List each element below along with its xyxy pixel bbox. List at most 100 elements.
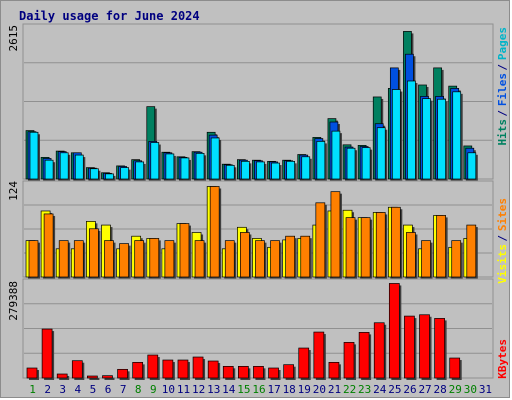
- day-label: 1: [29, 383, 36, 396]
- kbytes-bar: [449, 357, 461, 379]
- kbytes-bar: [313, 331, 325, 379]
- sites-visits-legend-item: /: [496, 235, 509, 242]
- kbytes-bar: [222, 365, 234, 379]
- pages-bar: [331, 130, 341, 180]
- sites-bar: [451, 240, 462, 278]
- kbytes-bar: [41, 328, 53, 379]
- kbytes-legend-item: KBytes: [496, 339, 509, 379]
- kbytes-bar: [373, 322, 385, 379]
- day-label: 22: [343, 383, 356, 396]
- pages-bar: [105, 173, 114, 180]
- pages-bar: [165, 153, 175, 180]
- sites-bar: [270, 240, 280, 278]
- kbytes-bar-shadow: [104, 377, 115, 380]
- pages-bar: [467, 152, 477, 180]
- day-label: 13: [207, 383, 220, 396]
- kbytes-bar-shadow: [89, 378, 100, 380]
- day-label: 12: [192, 383, 205, 396]
- kbytes-bar: [238, 365, 249, 379]
- sites-bar: [240, 232, 250, 278]
- kbytes-bar: [102, 375, 113, 379]
- sites-bar: [360, 217, 371, 278]
- pages-bar: [180, 157, 190, 180]
- sites-bar: [345, 217, 356, 278]
- hits-files-pages-legend-item: Hits: [496, 119, 509, 146]
- sites-bar: [224, 240, 235, 278]
- kbytes-bar: [268, 367, 279, 379]
- day-label: 25: [388, 383, 401, 396]
- kbytes-bar: [419, 314, 430, 379]
- sites-bar: [89, 228, 99, 278]
- pages-bar: [120, 167, 129, 180]
- kbytes-bar: [192, 356, 204, 379]
- day-label: 14: [222, 383, 236, 396]
- kbytes-bar: [147, 354, 159, 379]
- day-label: 10: [162, 383, 175, 396]
- sites-bar: [164, 240, 175, 278]
- pages-bar: [437, 98, 446, 180]
- day-label: 23: [358, 383, 371, 396]
- kbytes-ymax-label: 279388: [7, 281, 20, 321]
- pages-bar: [225, 164, 235, 180]
- sites-bar: [315, 202, 326, 278]
- sites-bar: [330, 191, 341, 278]
- pages-bar: [29, 131, 39, 180]
- sites-bar: [421, 240, 431, 278]
- kbytes-bar: [117, 368, 128, 379]
- visits-ymax-label: 124: [7, 181, 20, 201]
- sites-bar: [104, 240, 114, 278]
- kbytes-bar: [328, 362, 340, 379]
- day-label: 7: [120, 383, 127, 396]
- day-label: 30: [464, 383, 477, 396]
- day-label: 15: [237, 383, 250, 396]
- sites-visits-legend-item: Sites: [496, 198, 509, 231]
- chart-title: Daily usage for June 2024: [19, 9, 200, 23]
- pages-bar: [90, 168, 99, 180]
- sites-bar: [179, 223, 190, 278]
- day-label: 21: [328, 383, 341, 396]
- kbytes-bar: [343, 342, 355, 379]
- day-label: 6: [105, 383, 112, 396]
- hits-files-pages-legend-item: Pages: [496, 27, 509, 60]
- day-label: 24: [373, 383, 387, 396]
- day-label: 17: [267, 383, 280, 396]
- day-label: 27: [418, 383, 431, 396]
- sites-bar: [149, 238, 160, 278]
- sites-bar: [466, 224, 477, 278]
- pages-bar: [241, 160, 250, 180]
- sites-bar: [300, 235, 311, 278]
- sites-bar: [73, 240, 84, 278]
- day-label: 31: [479, 383, 492, 396]
- kbytes-bar: [283, 364, 294, 379]
- pages-bar: [150, 142, 160, 180]
- sites-bar: [119, 243, 129, 278]
- day-label: 5: [90, 383, 97, 396]
- pages-bar: [301, 156, 311, 180]
- sites-visits-legend-item: Visits: [496, 244, 509, 284]
- sites-bar: [28, 240, 39, 278]
- pages-bar: [407, 80, 416, 180]
- kbytes-bar: [132, 362, 144, 379]
- pages-bar: [346, 147, 356, 180]
- pages-bar: [422, 98, 431, 180]
- sites-bar: [58, 240, 69, 278]
- hits-ymax-label: 2615: [7, 25, 20, 52]
- kbytes-bar: [87, 375, 98, 379]
- day-label: 18: [283, 383, 296, 396]
- day-label: 2: [44, 383, 51, 396]
- sites-bar: [375, 212, 386, 278]
- sites-bar: [209, 186, 220, 278]
- sites-bar: [194, 240, 205, 278]
- kbytes-bar: [388, 283, 400, 379]
- pages-bar: [256, 161, 265, 180]
- day-label: 19: [298, 383, 311, 396]
- kbytes-bar: [253, 365, 264, 379]
- day-label: 3: [59, 383, 66, 396]
- kbytes-bar: [26, 367, 38, 379]
- kbytes-bar: [177, 359, 189, 379]
- day-label: 26: [403, 383, 416, 396]
- pages-bar: [44, 159, 54, 180]
- pages-bar: [195, 153, 205, 180]
- kbytes-bar: [358, 332, 370, 379]
